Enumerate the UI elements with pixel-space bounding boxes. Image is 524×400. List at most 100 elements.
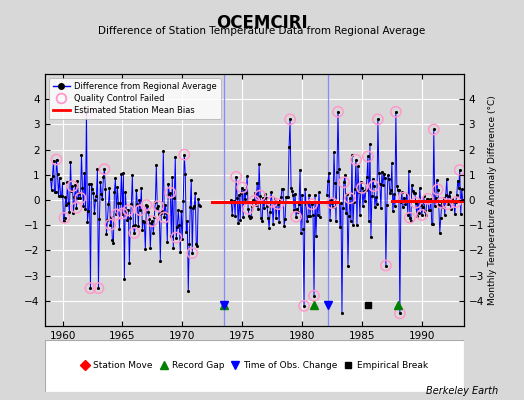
Point [266,208,274,215]
Point [102,230,111,237]
Point [413,198,422,204]
Point [281,216,289,222]
Point [195,202,203,208]
Point [253,180,261,186]
Point [339,205,347,212]
Point [95,215,104,222]
Point [82,108,91,115]
Point [263,203,271,209]
Point [254,206,263,212]
Point [188,250,196,256]
Point [111,175,119,182]
Point [191,190,200,196]
Point [85,181,94,187]
Point [333,168,341,175]
Point [365,217,373,224]
Point [341,172,349,178]
Point [428,221,436,228]
Point [256,192,264,199]
Point [337,200,345,207]
Point [368,193,376,199]
Point [280,223,288,229]
Point [285,144,293,150]
Point [439,204,447,210]
Point [244,206,253,212]
Point [395,187,403,194]
Point [181,170,190,177]
Point [53,171,62,177]
Point [357,179,365,185]
Point [174,207,182,213]
Point [450,198,458,204]
Point [238,184,246,191]
Point [240,187,248,194]
Point [342,210,350,217]
Point [300,303,308,309]
Point [358,185,366,191]
Point [132,186,140,193]
Point [137,185,146,191]
Point [269,221,277,227]
Point [49,157,58,164]
Point [372,194,380,200]
Point [71,182,80,189]
Point [444,193,453,200]
Point [106,222,115,228]
Point [323,192,331,198]
Point [77,152,85,158]
Point [433,177,441,184]
Text: OCEMCIRI: OCEMCIRI [216,14,308,32]
Point [330,149,338,156]
Point [343,190,351,197]
Point [328,200,336,206]
Point [143,203,151,209]
Point [158,208,167,214]
Point [381,262,390,269]
Point [386,190,394,196]
Point [388,160,396,167]
Point [77,195,85,201]
Point [288,188,296,194]
Point [347,218,355,224]
Point [376,181,384,188]
Point [418,212,426,218]
Point [170,195,179,201]
Point [64,200,73,207]
Point [379,182,387,189]
Point [310,292,318,299]
Point [304,213,312,219]
Point [68,183,77,190]
Point [362,187,370,193]
Point [278,186,286,192]
Point [78,184,86,191]
Point [453,192,461,198]
Point [306,213,314,219]
Point [391,108,400,115]
Point [63,179,72,185]
Point [151,199,159,206]
Point [172,234,180,241]
Point [402,190,411,197]
Point [116,200,125,207]
Point [112,211,121,218]
Point [316,214,324,220]
Point [242,190,250,196]
Point [374,116,382,122]
Point [308,201,316,208]
Point [412,213,421,219]
Point [94,285,103,291]
Point [236,216,244,223]
Point [185,240,193,247]
Point [232,174,241,180]
Point [325,170,333,176]
Point [100,166,108,172]
Point [274,201,282,207]
Point [109,240,117,246]
Point [414,210,423,216]
Point [298,192,306,198]
Legend: Station Move, Record Gap, Time of Obs. Change, Empirical Break: Station Move, Record Gap, Time of Obs. C… [78,359,430,373]
Point [326,216,334,223]
Point [91,197,100,203]
Point [295,201,303,207]
Point [72,204,81,211]
